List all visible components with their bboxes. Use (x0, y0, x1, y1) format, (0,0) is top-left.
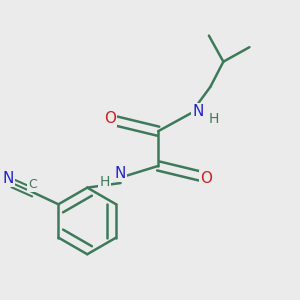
Text: O: O (201, 172, 213, 187)
Text: C: C (28, 178, 37, 191)
Text: N: N (114, 166, 126, 181)
Text: N: N (192, 104, 204, 119)
Text: N: N (2, 171, 14, 186)
Text: O: O (104, 111, 116, 126)
Text: H: H (100, 176, 110, 189)
Text: H: H (209, 112, 219, 126)
